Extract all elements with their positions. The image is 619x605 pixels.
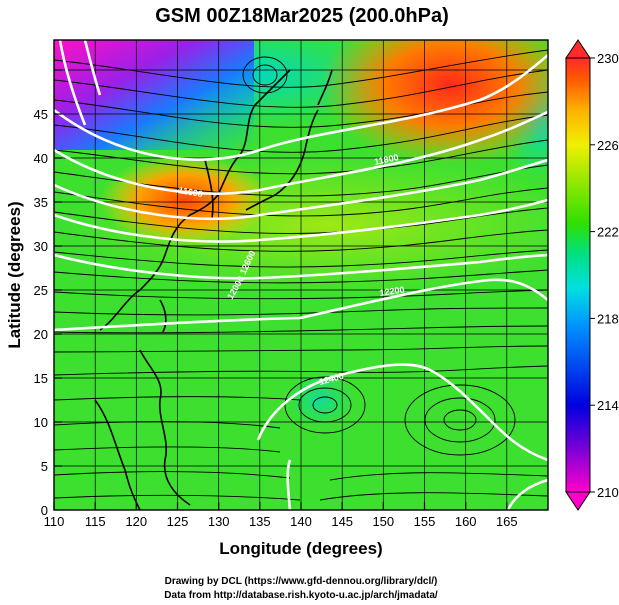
coastlines bbox=[94, 69, 333, 510]
wind-streamlines bbox=[54, 49, 548, 501]
colorbar-tick-label: 210 bbox=[597, 485, 619, 500]
y-tick-label: 35 bbox=[34, 195, 48, 210]
x-tick-labels: 110 115 120 125 130 135 140 145 150 155 … bbox=[44, 514, 518, 529]
colorbar-tick-label: 222 bbox=[597, 225, 619, 240]
warm-region-northeast bbox=[320, 40, 548, 165]
y-tick-label: 20 bbox=[34, 327, 48, 342]
x-axis-title: Longitude (degrees) bbox=[219, 539, 382, 558]
y-tick-label: 0 bbox=[41, 503, 48, 518]
x-tick-label: 120 bbox=[125, 514, 147, 529]
x-tick-label: 140 bbox=[290, 514, 312, 529]
y-tick-label: 40 bbox=[34, 151, 48, 166]
colorbar-tick-label: 226 bbox=[597, 138, 619, 153]
contour-label: 11600 bbox=[178, 185, 204, 199]
credit-data-source: Data from http://database.rish.kyoto-u.a… bbox=[164, 590, 438, 601]
y-tick-label: 30 bbox=[34, 239, 48, 254]
x-tick-label: 130 bbox=[208, 514, 230, 529]
y-tick-label: 10 bbox=[34, 415, 48, 430]
x-tick-label: 150 bbox=[372, 514, 394, 529]
x-tick-label: 160 bbox=[455, 514, 477, 529]
colorbar-bottom-arrow bbox=[565, 491, 591, 511]
plot-area: 11600 11800 12000 12200 12400 12600 bbox=[54, 40, 548, 510]
contour-label: 12200 bbox=[379, 285, 405, 298]
y-tick-label: 25 bbox=[34, 283, 48, 298]
x-tick-label: 165 bbox=[496, 514, 518, 529]
x-tick-label: 145 bbox=[331, 514, 353, 529]
axis-tick-marks bbox=[53, 69, 508, 510]
height-contours bbox=[54, 40, 548, 510]
map-title: GSM 00Z18Mar2025 (200.0hPa) bbox=[155, 5, 449, 27]
warm-region-west bbox=[100, 155, 270, 245]
contour-label: 11800 bbox=[373, 152, 399, 167]
x-tick-label: 110 bbox=[44, 514, 65, 529]
cold-region-northwest bbox=[54, 40, 254, 150]
x-tick-label: 125 bbox=[167, 514, 189, 529]
y-tick-labels: 0 5 10 15 20 25 30 35 40 45 bbox=[34, 107, 48, 518]
colorbar: 230 226 222 218 214 210 bbox=[565, 39, 619, 511]
y-tick-label: 5 bbox=[41, 459, 48, 474]
colorbar-top-arrow bbox=[565, 39, 591, 59]
colorbar-tick-label: 214 bbox=[597, 398, 619, 413]
colorbar-tick-label: 230 bbox=[597, 51, 619, 66]
y-tick-label: 45 bbox=[34, 107, 48, 122]
colorbar-tick-label: 218 bbox=[597, 311, 619, 326]
y-axis-title: Latitude (degrees) bbox=[5, 201, 24, 348]
colorbar-scale bbox=[565, 57, 591, 493]
credit-drawing: Drawing by DCL (https://www.gfd-dennou.o… bbox=[165, 576, 438, 587]
x-tick-label: 135 bbox=[249, 514, 271, 529]
x-tick-label: 155 bbox=[414, 514, 436, 529]
x-tick-label: 115 bbox=[85, 514, 106, 529]
y-tick-label: 15 bbox=[34, 371, 48, 386]
